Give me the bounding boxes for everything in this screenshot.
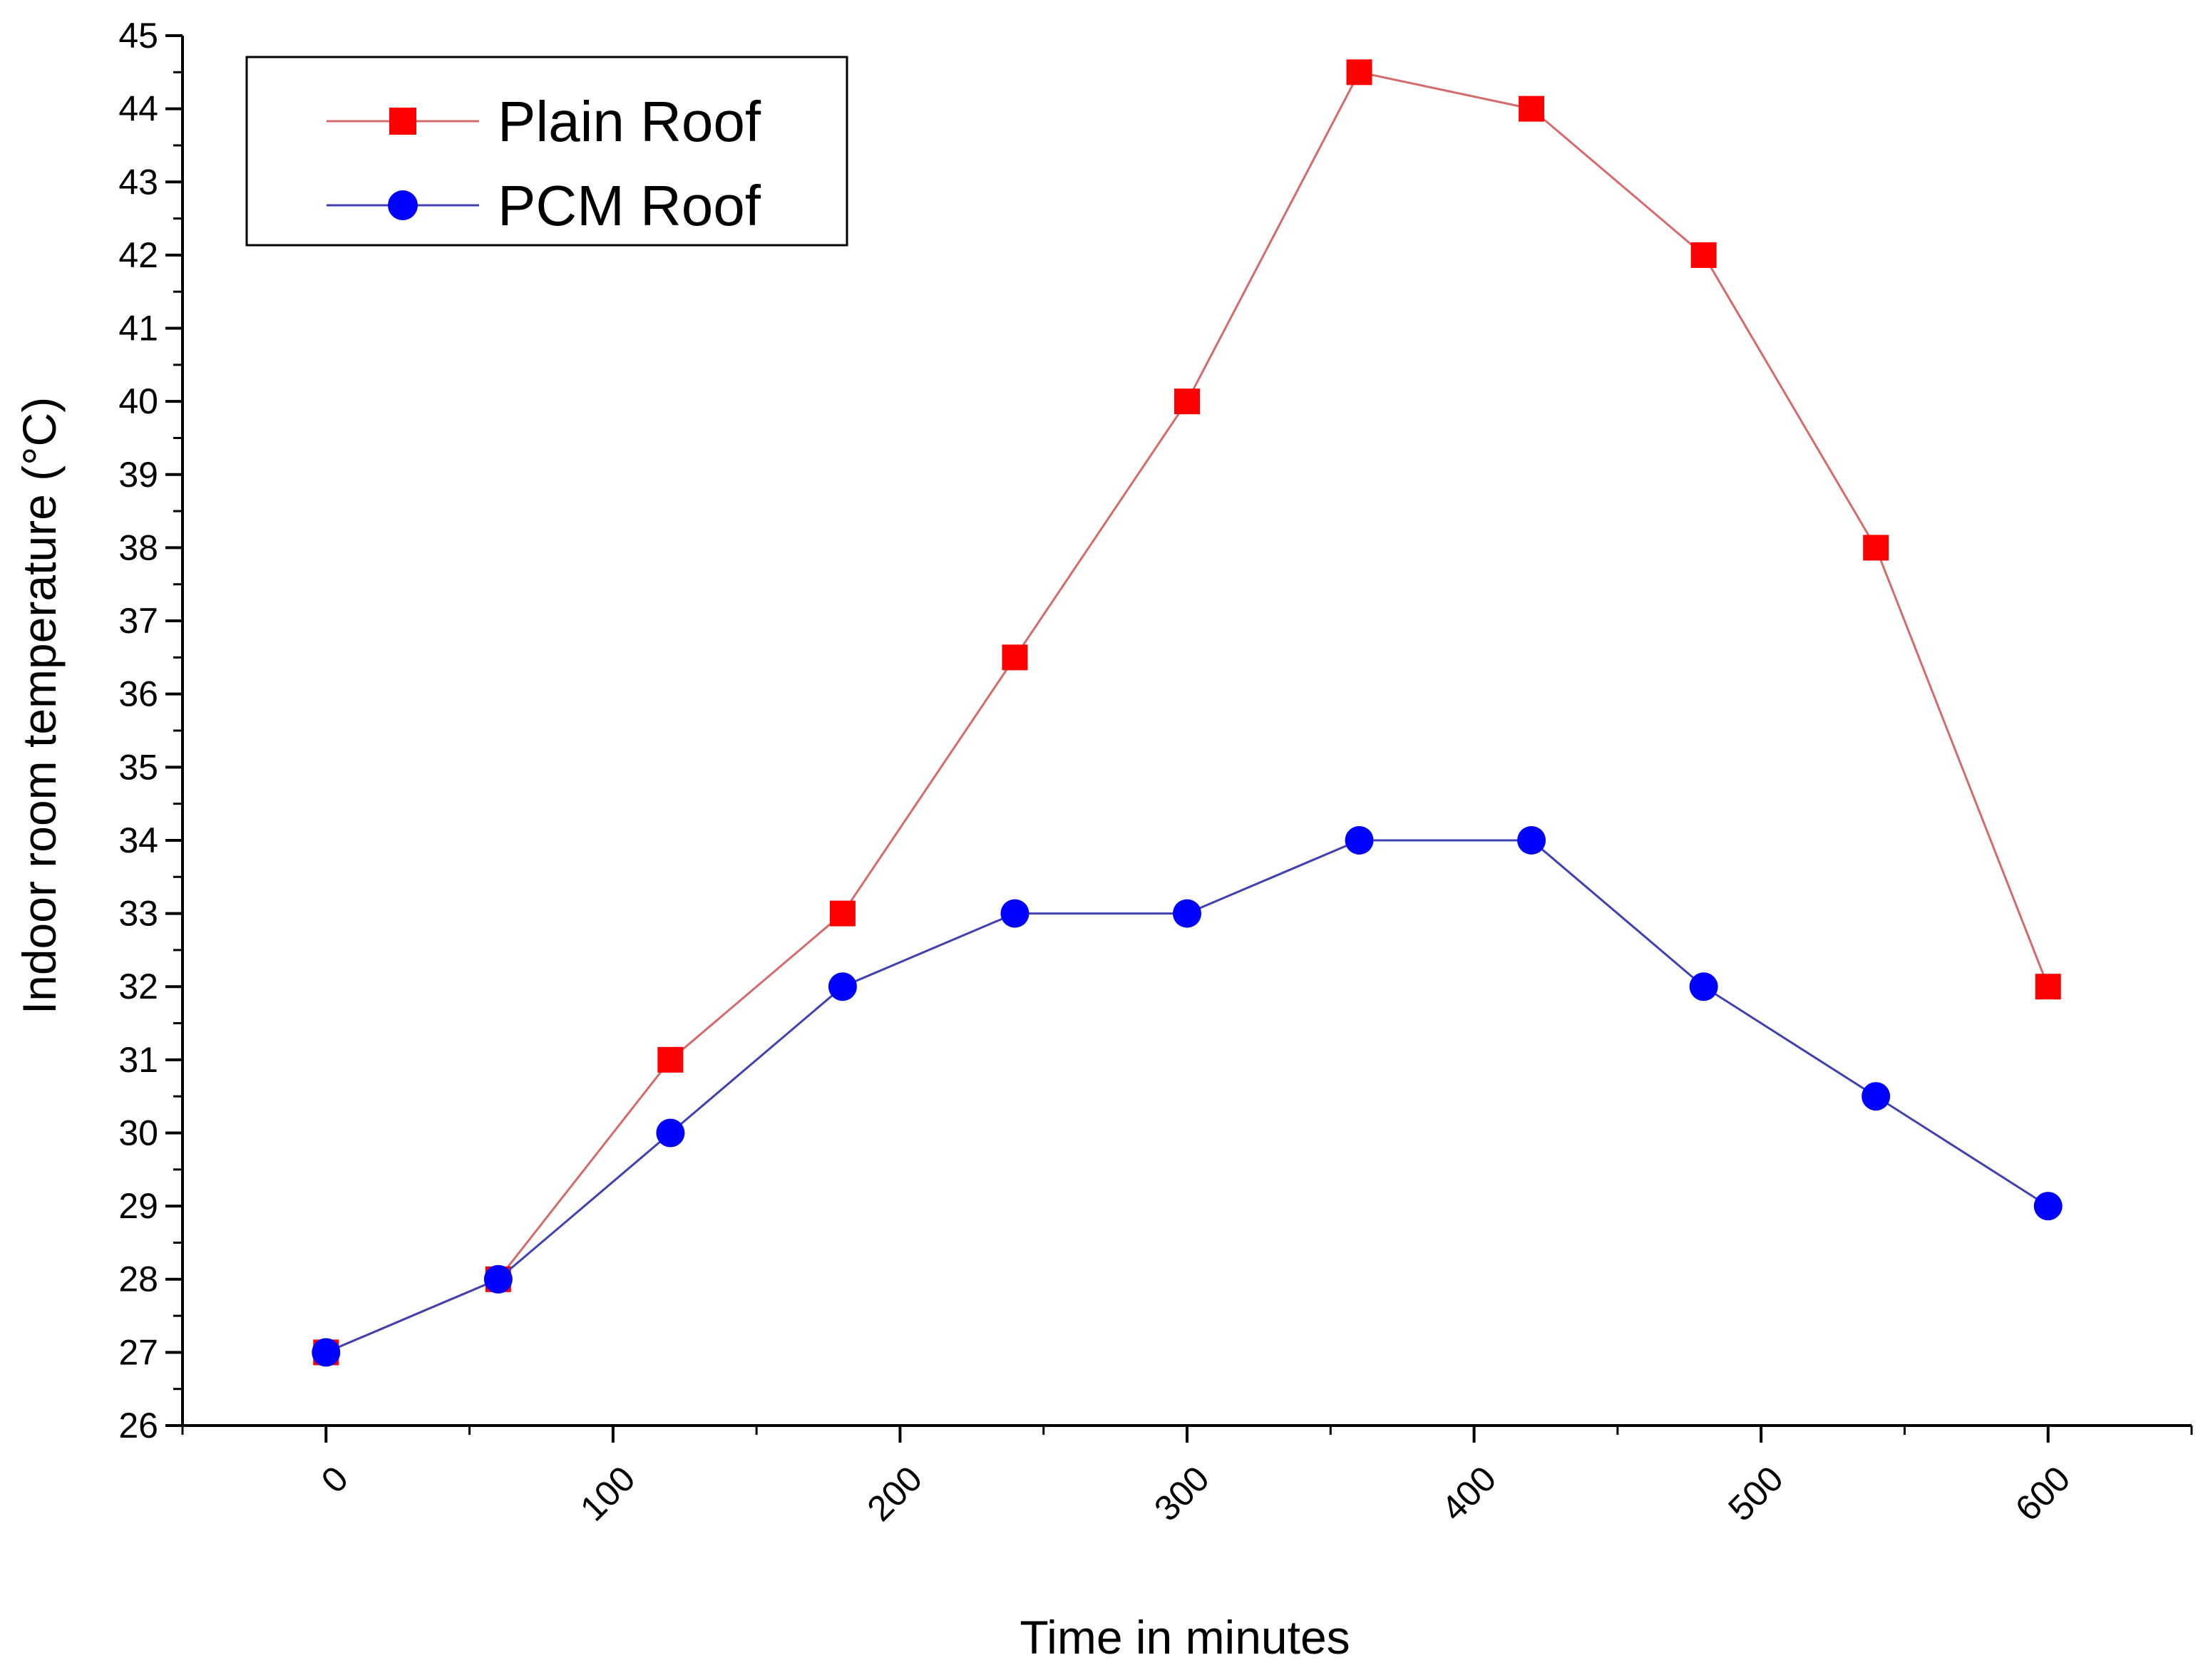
- plot-area: [312, 59, 2063, 1367]
- data-point-plain-roof: [1002, 644, 1028, 671]
- y-tick-label: 34: [118, 820, 158, 860]
- data-point-plain-roof: [1174, 388, 1200, 415]
- x-axis-title: Time in minutes: [1020, 1611, 1350, 1664]
- data-point-pcm-roof: [1689, 972, 1718, 1001]
- legend-marker-pcm-roof: [388, 190, 418, 220]
- y-tick-label: 36: [118, 674, 158, 714]
- y-tick-label: 44: [118, 89, 158, 129]
- x-tick-label: 200: [860, 1458, 930, 1529]
- x-tick-label: 0: [314, 1458, 356, 1500]
- legend: Plain Roof PCM Roof: [245, 56, 848, 247]
- data-point-pcm-roof: [1862, 1082, 1891, 1111]
- legend-label-plain-roof: Plain Roof: [498, 90, 761, 153]
- data-point-pcm-roof: [483, 1264, 513, 1294]
- data-point-plain-roof: [2035, 974, 2061, 1000]
- x-tick-label: 600: [2008, 1458, 2078, 1529]
- data-point-plain-roof: [1690, 242, 1717, 268]
- y-axis-title: Indoor room temperature (°C): [13, 397, 66, 1014]
- x-tick-label: 400: [1434, 1458, 1504, 1529]
- data-point-plain-roof: [829, 900, 856, 927]
- data-point-plain-roof: [1346, 59, 1372, 86]
- y-tick-label: 29: [118, 1186, 158, 1226]
- data-point-pcm-roof: [1173, 899, 1201, 928]
- data-point-plain-roof: [1863, 535, 1889, 561]
- y-tick-label: 27: [118, 1332, 158, 1372]
- data-point-pcm-roof: [656, 1118, 685, 1148]
- data-point-plain-roof: [1519, 96, 1545, 122]
- y-tick-label: 41: [118, 309, 158, 349]
- y-tick-label: 38: [118, 527, 158, 567]
- y-tick-label: 39: [118, 455, 158, 495]
- y-tick-label: 37: [118, 601, 158, 641]
- data-point-pcm-roof: [2033, 1192, 2063, 1221]
- series-line-plain-roof: [325, 71, 2050, 1354]
- y-tick-label: 30: [118, 1113, 158, 1153]
- y-tick-label: 28: [118, 1259, 158, 1299]
- legend-label-pcm-roof: PCM Roof: [498, 174, 761, 237]
- y-tick-label: 31: [118, 1040, 158, 1080]
- y-tick-label: 35: [118, 747, 158, 787]
- legend-box: [245, 56, 848, 247]
- x-tick-label: 500: [1720, 1458, 1791, 1529]
- legend-marker-plain-roof: [389, 108, 416, 135]
- y-tick-label: 26: [118, 1406, 158, 1445]
- data-point-pcm-roof: [1345, 825, 1374, 855]
- x-tick-label: 100: [572, 1458, 643, 1529]
- data-point-pcm-roof: [312, 1338, 341, 1367]
- y-tick-label: 32: [118, 967, 158, 1006]
- data-point-pcm-roof: [828, 972, 857, 1001]
- y-tick-label: 43: [118, 162, 158, 202]
- x-tick-label: 300: [1146, 1458, 1217, 1529]
- y-tick-label: 33: [118, 894, 158, 934]
- y-tick-label: 42: [118, 235, 158, 275]
- y-tick-label: 45: [118, 16, 158, 56]
- data-point-pcm-roof: [1000, 899, 1029, 928]
- data-point-pcm-roof: [1517, 825, 1546, 855]
- data-point-plain-roof: [657, 1046, 684, 1073]
- y-tick-label: 40: [118, 381, 158, 421]
